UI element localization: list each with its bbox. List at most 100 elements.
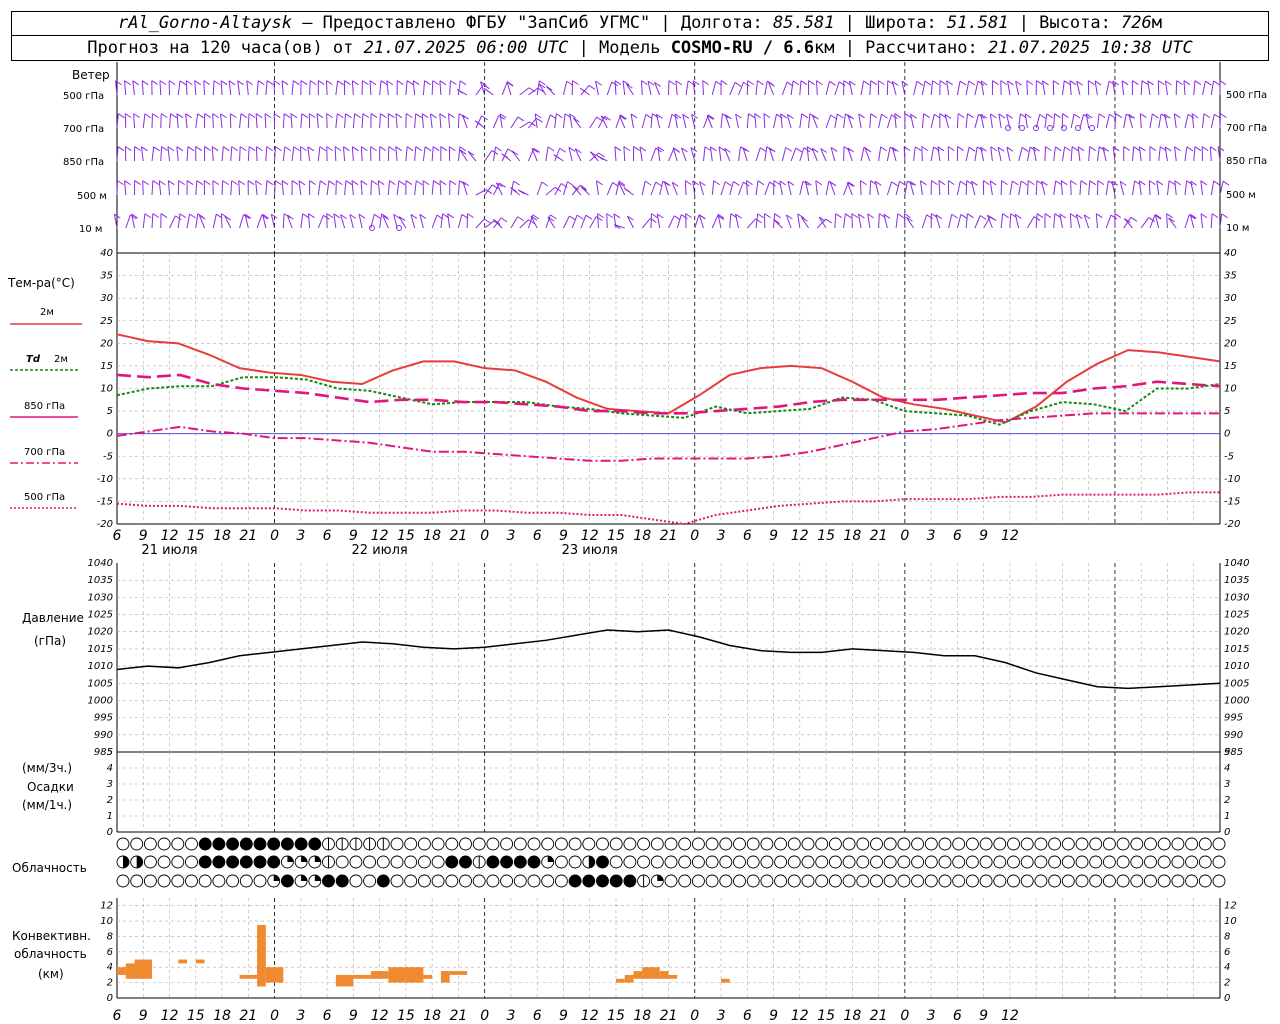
wind-barb: [630, 113, 634, 129]
wind-barb-feather: [1168, 217, 1175, 223]
wind-barb-feather: [189, 213, 196, 219]
wind-barb-feather: [228, 80, 236, 86]
wind-barb: [956, 80, 961, 96]
wind-barb: [405, 146, 408, 162]
wind-barb-feather: [668, 80, 676, 86]
wind-barb: [869, 80, 872, 96]
cloud-symbol: [171, 855, 185, 869]
wind-barb: [317, 215, 324, 229]
wind-barb: [414, 146, 417, 162]
wind-barb-feather: [144, 213, 152, 219]
wind-barb-feather: [846, 181, 854, 187]
wind-barb: [256, 214, 263, 229]
title-bar: rAl_Gorno-Altaysk — Предоставлено ФГБУ "…: [11, 11, 1269, 36]
wind-barb: [974, 81, 979, 96]
wind-barb-feather: [393, 213, 400, 219]
conv-tick-right: 6: [1224, 947, 1230, 958]
wind-barb: [780, 113, 783, 129]
wind-barb-feather: [287, 214, 294, 220]
wind-barb: [622, 80, 626, 96]
temp-x-tick: 18: [423, 528, 441, 544]
wind-barb: [309, 80, 311, 96]
wind-barb-feather: [220, 80, 228, 86]
wind-barb: [1128, 114, 1133, 129]
wind-barb: [1209, 146, 1212, 162]
conv-bar: [449, 971, 468, 975]
temp-tick-right: -10: [1224, 474, 1240, 485]
wind-barb: [1070, 180, 1072, 196]
wind-barb: [1184, 180, 1188, 196]
wind-barb: [779, 180, 783, 196]
cloud-symbol: [856, 874, 870, 888]
wind-level-500m: 500 м: [77, 191, 107, 202]
wind-barb: [467, 150, 477, 162]
wind-barb: [1154, 214, 1160, 229]
wind-barb-feather: [1191, 113, 1199, 119]
wind-barb: [738, 181, 744, 196]
wind-barb: [1032, 146, 1037, 162]
cloud-symbol: [774, 874, 788, 888]
wind-barb-feather: [894, 113, 902, 119]
cloud-symbol: [733, 837, 746, 851]
wind-barb-feather: [618, 182, 626, 188]
wind-barb: [510, 216, 519, 229]
wind-barb: [185, 113, 188, 129]
wind-barb: [799, 113, 803, 129]
wind-barb: [344, 113, 346, 129]
wind-barb-feather: [1190, 213, 1197, 219]
wind-barb: [308, 213, 311, 229]
conv-bar: [624, 974, 634, 983]
wind-barb-feather: [203, 180, 211, 186]
wind-barb: [668, 148, 675, 162]
wind-barb: [709, 146, 713, 162]
wind-barb: [335, 180, 337, 196]
wind-barb: [656, 213, 661, 229]
wind-barb-feather: [459, 80, 467, 86]
cloud-symbol: [746, 837, 760, 851]
wind-barb: [370, 180, 372, 196]
precipitation-panel: 0 01 12 23 34 45 5: [107, 747, 1231, 838]
wind-barb-feather: [197, 113, 204, 119]
wind-barb: [335, 80, 339, 96]
wind-barb: [536, 80, 540, 96]
cloud-symbol: [801, 837, 815, 851]
wind-barb-feather: [1210, 146, 1217, 152]
wind-barb: [694, 214, 700, 229]
wind-barb: [650, 181, 657, 196]
wind-barb-feather: [176, 113, 184, 119]
wind-barb-feather: [333, 213, 341, 219]
wind-barb-feather: [152, 113, 159, 119]
wind-barb-feather: [805, 180, 812, 186]
conv-bar: [721, 978, 730, 983]
conv-x-tick: 18: [843, 1008, 861, 1024]
wind-barb-feather: [1045, 146, 1052, 152]
cloud-symbol: [459, 837, 472, 851]
wind-barb-feather: [389, 180, 396, 186]
wind-barb-feather: [439, 113, 447, 119]
wind-barb-feather: [424, 80, 431, 86]
temp-x-tick: 0: [270, 528, 279, 544]
cloud-symbol: [1171, 855, 1185, 869]
legend-t700-label: 700 гПа: [24, 447, 65, 458]
cloud-symbol: [1185, 855, 1199, 869]
cloud-symbol: [733, 855, 746, 869]
wind-barb-feather: [1109, 113, 1116, 119]
wind-barb: [672, 147, 678, 162]
cloud-symbol: [1034, 855, 1048, 869]
wind-barb-feather: [1174, 180, 1182, 186]
wind-barb: [834, 81, 840, 96]
wind-barb-feather: [369, 80, 377, 86]
cloud-symbol: [596, 855, 609, 869]
wind-barb-feather: [800, 80, 808, 86]
wind-barb-feather: [870, 80, 878, 86]
wind-barb-feather: [806, 146, 814, 152]
wind-barb-feather: [449, 146, 456, 152]
cloud-symbol: [1171, 837, 1185, 851]
wind-barb: [1015, 81, 1020, 96]
wind-barb: [787, 181, 792, 196]
wind-barb-feather: [691, 113, 698, 119]
wind-barb: [360, 180, 363, 196]
wind-barb: [1174, 180, 1177, 196]
cloud-symbol-mark: [547, 856, 554, 862]
wind-barb: [1183, 80, 1186, 96]
